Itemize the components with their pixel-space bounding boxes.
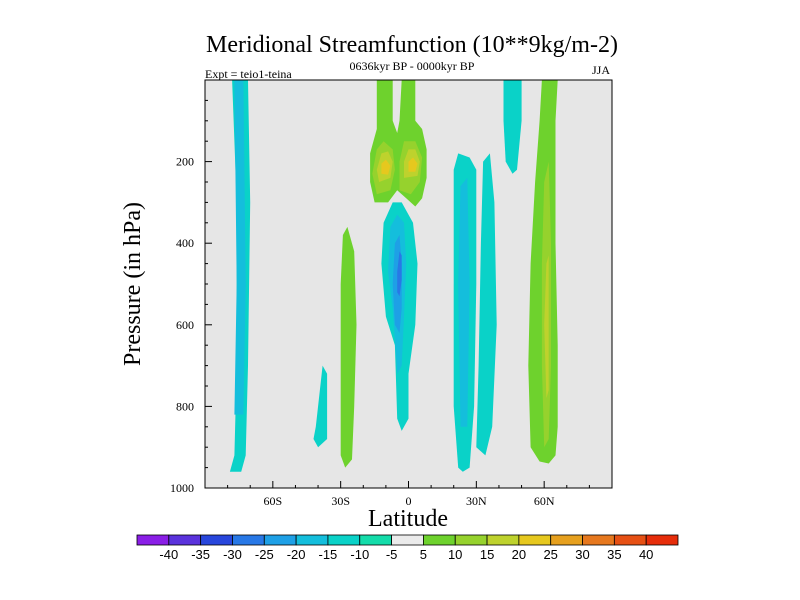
contour-pos-peakB-25 bbox=[408, 157, 418, 172]
y-tick-label: 800 bbox=[176, 399, 194, 413]
contour-pos-band-25S bbox=[340, 226, 357, 468]
colorbar-swatch bbox=[550, 534, 583, 546]
y-axis-label: Pressure (in hPa) bbox=[120, 202, 146, 366]
experiment-label: Expt = teio1-teina bbox=[205, 67, 292, 81]
colorbar-swatch bbox=[168, 534, 202, 546]
colorbar-swatch bbox=[295, 534, 329, 546]
contour-layer bbox=[229, 80, 558, 472]
colorbar-swatch bbox=[613, 534, 647, 546]
colorbar-label: -30 bbox=[223, 547, 242, 562]
colorbar-label: 30 bbox=[575, 547, 589, 562]
contour-neg-col-eq-25 bbox=[397, 251, 402, 297]
colorbar-label: -25 bbox=[255, 547, 274, 562]
colorbar-label: -40 bbox=[159, 547, 178, 562]
colorbar-label: 10 bbox=[448, 547, 462, 562]
colorbar-label: -5 bbox=[386, 547, 398, 562]
colorbar-label: 40 bbox=[639, 547, 653, 562]
y-tick-label: 200 bbox=[176, 155, 194, 169]
colorbar-label: -20 bbox=[287, 547, 306, 562]
y-tick-label: 1000 bbox=[170, 481, 194, 495]
colorbar-swatch bbox=[136, 534, 170, 546]
contour-neg-col-35N bbox=[476, 153, 497, 456]
season-label: JJA bbox=[592, 63, 610, 77]
axis-ticks: 60S 30S 0 30N 60N 200 400 600 800 1000 bbox=[170, 99, 590, 508]
colorbar-swatch bbox=[200, 534, 233, 546]
colorbar-label: 5 bbox=[420, 547, 427, 562]
colorbar-swatch bbox=[232, 534, 265, 546]
x-tick-label: 30S bbox=[331, 494, 350, 508]
colorbar-swatch bbox=[327, 534, 361, 546]
colorbar-swatch bbox=[645, 534, 679, 546]
colorbar-swatch bbox=[391, 534, 424, 546]
colorbar-swatch bbox=[518, 534, 552, 546]
chart-title: Meridional Streamfunction (10**9kg/m-2) bbox=[206, 32, 618, 58]
colorbar: -40 -35 -30 -25 -20 -15 -10 -5 5 10 15 20 25 30 35 40 bbox=[136, 534, 679, 562]
contour-neg-core-80S bbox=[234, 80, 246, 415]
y-tick-label: 400 bbox=[176, 236, 194, 250]
x-tick-label: 30N bbox=[466, 494, 487, 508]
colorbar-swatch bbox=[486, 534, 520, 546]
colorbar-label: -10 bbox=[350, 547, 369, 562]
y-tick-label: 600 bbox=[176, 318, 194, 332]
colorbar-label: 15 bbox=[480, 547, 494, 562]
colorbar-label: 20 bbox=[512, 547, 526, 562]
colorbar-swatch bbox=[359, 534, 392, 546]
colorbar-label: -35 bbox=[191, 547, 210, 562]
contour-neg-top-45N bbox=[503, 80, 522, 174]
colorbar-swatch bbox=[582, 534, 615, 546]
colorbar-swatch bbox=[423, 534, 456, 546]
contour-neg-blob-35S bbox=[313, 365, 328, 448]
x-tick-label: 60N bbox=[534, 494, 555, 508]
x-tick-label: 0 bbox=[406, 494, 412, 508]
x-tick-label: 60S bbox=[263, 494, 282, 508]
contour-pos-peakA-25 bbox=[381, 159, 391, 175]
colorbar-label: -15 bbox=[319, 547, 338, 562]
colorbar-swatch bbox=[263, 534, 297, 546]
contour-neg-col-25N-15 bbox=[458, 177, 470, 427]
x-axis-label: Latitude bbox=[368, 506, 448, 532]
colorbar-swatch bbox=[454, 534, 488, 546]
contour-pos-band-65N-15 bbox=[544, 255, 549, 399]
colorbar-label: 35 bbox=[607, 547, 621, 562]
period-label: 0636kyr BP - 0000kyr BP bbox=[350, 59, 475, 73]
colorbar-label: 25 bbox=[543, 547, 557, 562]
